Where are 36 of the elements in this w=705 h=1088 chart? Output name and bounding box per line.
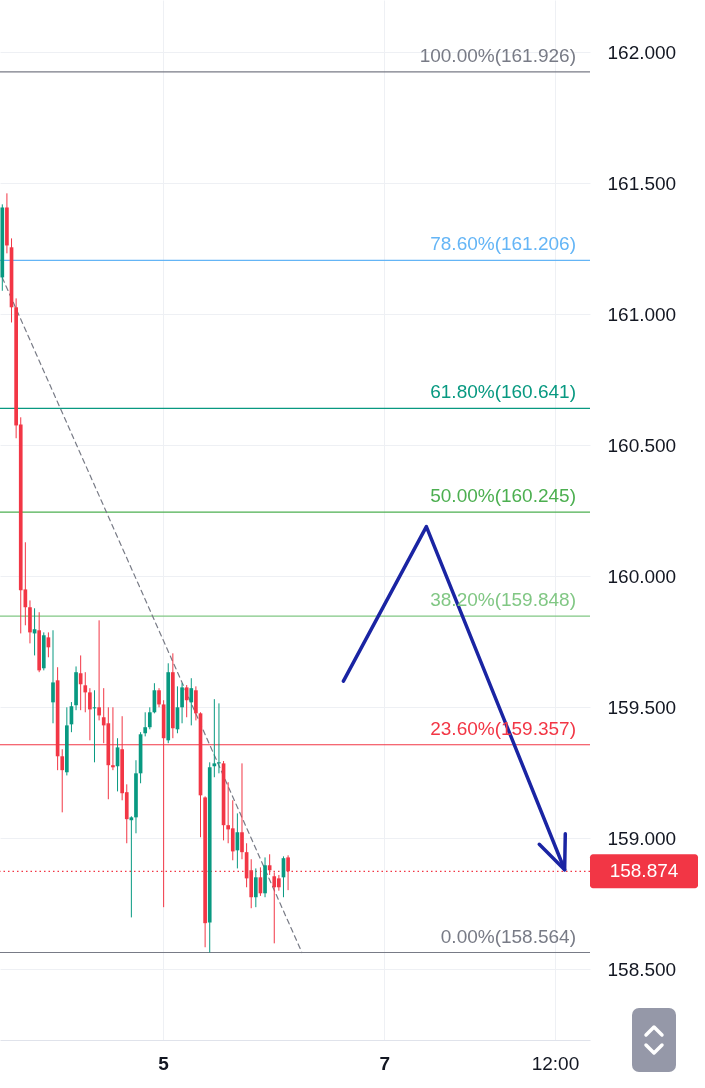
ref-line-label: 158.874 xyxy=(609,860,679,882)
y-tick-label: 160.000 xyxy=(607,565,677,587)
ref-line-label: 100.00%(161.926) xyxy=(419,44,576,66)
candlestick xyxy=(194,685,198,721)
candlestick xyxy=(88,687,92,741)
y-tick-label: 161.500 xyxy=(607,172,677,194)
ref-line-label: 50.00%(160.245) xyxy=(430,485,576,507)
x-tick-label: 12:00 xyxy=(531,1052,580,1074)
candlestick xyxy=(97,619,101,721)
candlestick xyxy=(143,711,148,737)
candlestick xyxy=(212,698,217,778)
candlestick xyxy=(253,867,258,908)
candlestick xyxy=(147,706,152,730)
candlestick xyxy=(157,687,161,708)
x-tick-label: 7 xyxy=(379,1052,391,1074)
candlestick xyxy=(184,684,189,718)
candlestick xyxy=(240,762,244,860)
candlestick xyxy=(189,677,194,726)
candlestick xyxy=(78,654,83,711)
candlestick xyxy=(286,854,290,891)
ref-line-label: 78.60%(161.206) xyxy=(430,233,576,255)
ref-line-label: 0.00%(158.564) xyxy=(440,925,576,947)
y-tick-label: 162.000 xyxy=(607,41,677,63)
x-tick-label: 5 xyxy=(158,1052,170,1074)
candlestick xyxy=(230,799,235,861)
candlestick xyxy=(180,682,184,724)
candlestick xyxy=(51,629,55,724)
candlestick xyxy=(83,671,88,713)
y-tick-label: 159.500 xyxy=(607,696,677,718)
candlestick xyxy=(60,748,65,813)
y-tick-label: 160.500 xyxy=(607,434,677,456)
ref-line-label: 61.80%(160.641) xyxy=(430,381,576,403)
candlestick xyxy=(217,702,221,774)
y-tick-label: 159.000 xyxy=(607,827,677,849)
y-tick-label: 158.500 xyxy=(607,958,677,980)
y-tick-label: 161.000 xyxy=(607,303,677,325)
